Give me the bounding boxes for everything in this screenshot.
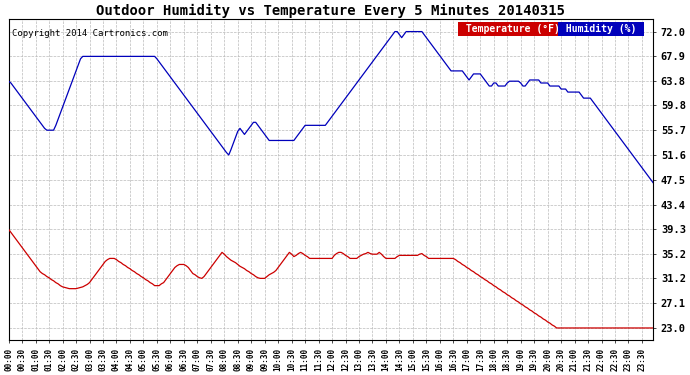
Text: Temperature (°F): Temperature (°F)	[460, 24, 566, 34]
Text: Copyright 2014 Cartronics.com: Copyright 2014 Cartronics.com	[12, 29, 168, 38]
Text: Humidity (%): Humidity (%)	[560, 24, 642, 34]
Title: Outdoor Humidity vs Temperature Every 5 Minutes 20140315: Outdoor Humidity vs Temperature Every 5 …	[97, 4, 565, 18]
